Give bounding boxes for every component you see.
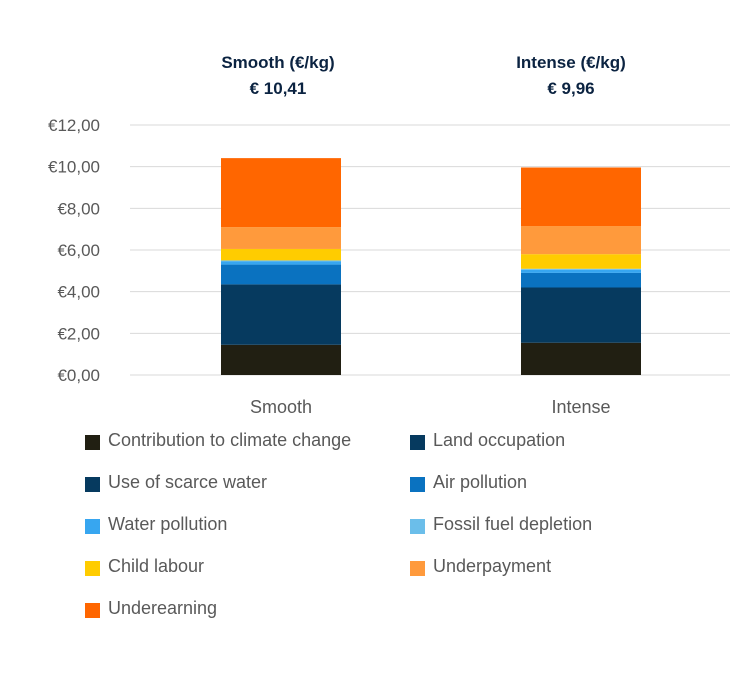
stacked-bar-chart: €0,00 €2,00 €4,00 €6,00 €8,00 €10,00 €12,00 Smo…	[48, 116, 730, 417]
smooth-total: € 10,41	[249, 79, 307, 98]
y-tick-label: €12,00	[48, 116, 100, 135]
bar-segment	[521, 272, 641, 288]
legend-item: Contribution to climate change	[85, 430, 351, 451]
legend-label: Contribution to climate change	[108, 430, 352, 450]
bar-segment	[521, 342, 641, 375]
legend-swatch	[410, 560, 425, 576]
legend-label: Fossil fuel depletion	[433, 514, 593, 534]
legend-label: Child labour	[108, 556, 205, 576]
legend-item: Air pollution	[410, 472, 527, 493]
legend-swatch	[85, 560, 100, 576]
bar-segment	[221, 248, 341, 261]
bar-segment	[221, 260, 341, 262]
legend-item: Fossil fuel depletion	[410, 514, 592, 535]
legend-item: Land occupation	[410, 430, 565, 451]
legend-swatch	[410, 476, 425, 492]
bar-segment	[521, 226, 641, 255]
legend-item: Child labour	[85, 556, 204, 577]
bar-segment	[221, 264, 341, 285]
intense-total: € 9,96	[547, 79, 595, 98]
bar-segment	[221, 227, 341, 249]
legend-label: Land occupation	[433, 430, 566, 450]
legend-label: Underearning	[108, 598, 218, 618]
y-tick-label: €10,00	[48, 158, 100, 177]
y-tick-label: €8,00	[57, 199, 100, 218]
bar-segment	[221, 158, 341, 228]
bar-segment	[521, 254, 641, 269]
legend-label: Underpayment	[433, 556, 552, 576]
bar-segment	[221, 261, 341, 265]
smooth-header: Smooth (€/kg) € 10,41	[168, 50, 388, 102]
legend-swatch	[85, 434, 100, 450]
y-tick-label: €2,00	[57, 324, 100, 343]
legend-item: Use of scarce water	[85, 472, 267, 493]
intense-title: Intense (€/kg)	[516, 53, 626, 72]
legend-swatch	[410, 434, 425, 450]
bar-segment	[521, 268, 641, 270]
legend-swatch	[85, 476, 100, 492]
bar-segment	[521, 167, 641, 227]
smooth-title: Smooth (€/kg)	[221, 53, 335, 72]
bar-segment	[521, 287, 641, 343]
bar-segment	[521, 269, 641, 273]
legend-item: Underearning	[85, 598, 217, 619]
legend-label: Water pollution	[108, 514, 228, 534]
x-category-label: Smooth	[250, 397, 312, 417]
intense-header: Intense (€/kg) € 9,96	[461, 50, 681, 102]
legend-item: Water pollution	[85, 514, 227, 535]
legend-swatch	[85, 602, 100, 618]
legend-label: Use of scarce water	[108, 472, 268, 492]
legend-label: Air pollution	[433, 472, 528, 492]
legend-swatch	[410, 518, 425, 534]
x-category-label: Intense	[551, 397, 610, 417]
legend-swatch	[85, 518, 100, 534]
bar-segment	[221, 344, 341, 375]
y-tick-label: €6,00	[57, 241, 100, 260]
legend-item: Underpayment	[410, 556, 551, 577]
y-tick-label: €0,00	[57, 366, 100, 385]
bar-segment	[221, 284, 341, 345]
y-tick-label: €4,00	[57, 283, 100, 302]
